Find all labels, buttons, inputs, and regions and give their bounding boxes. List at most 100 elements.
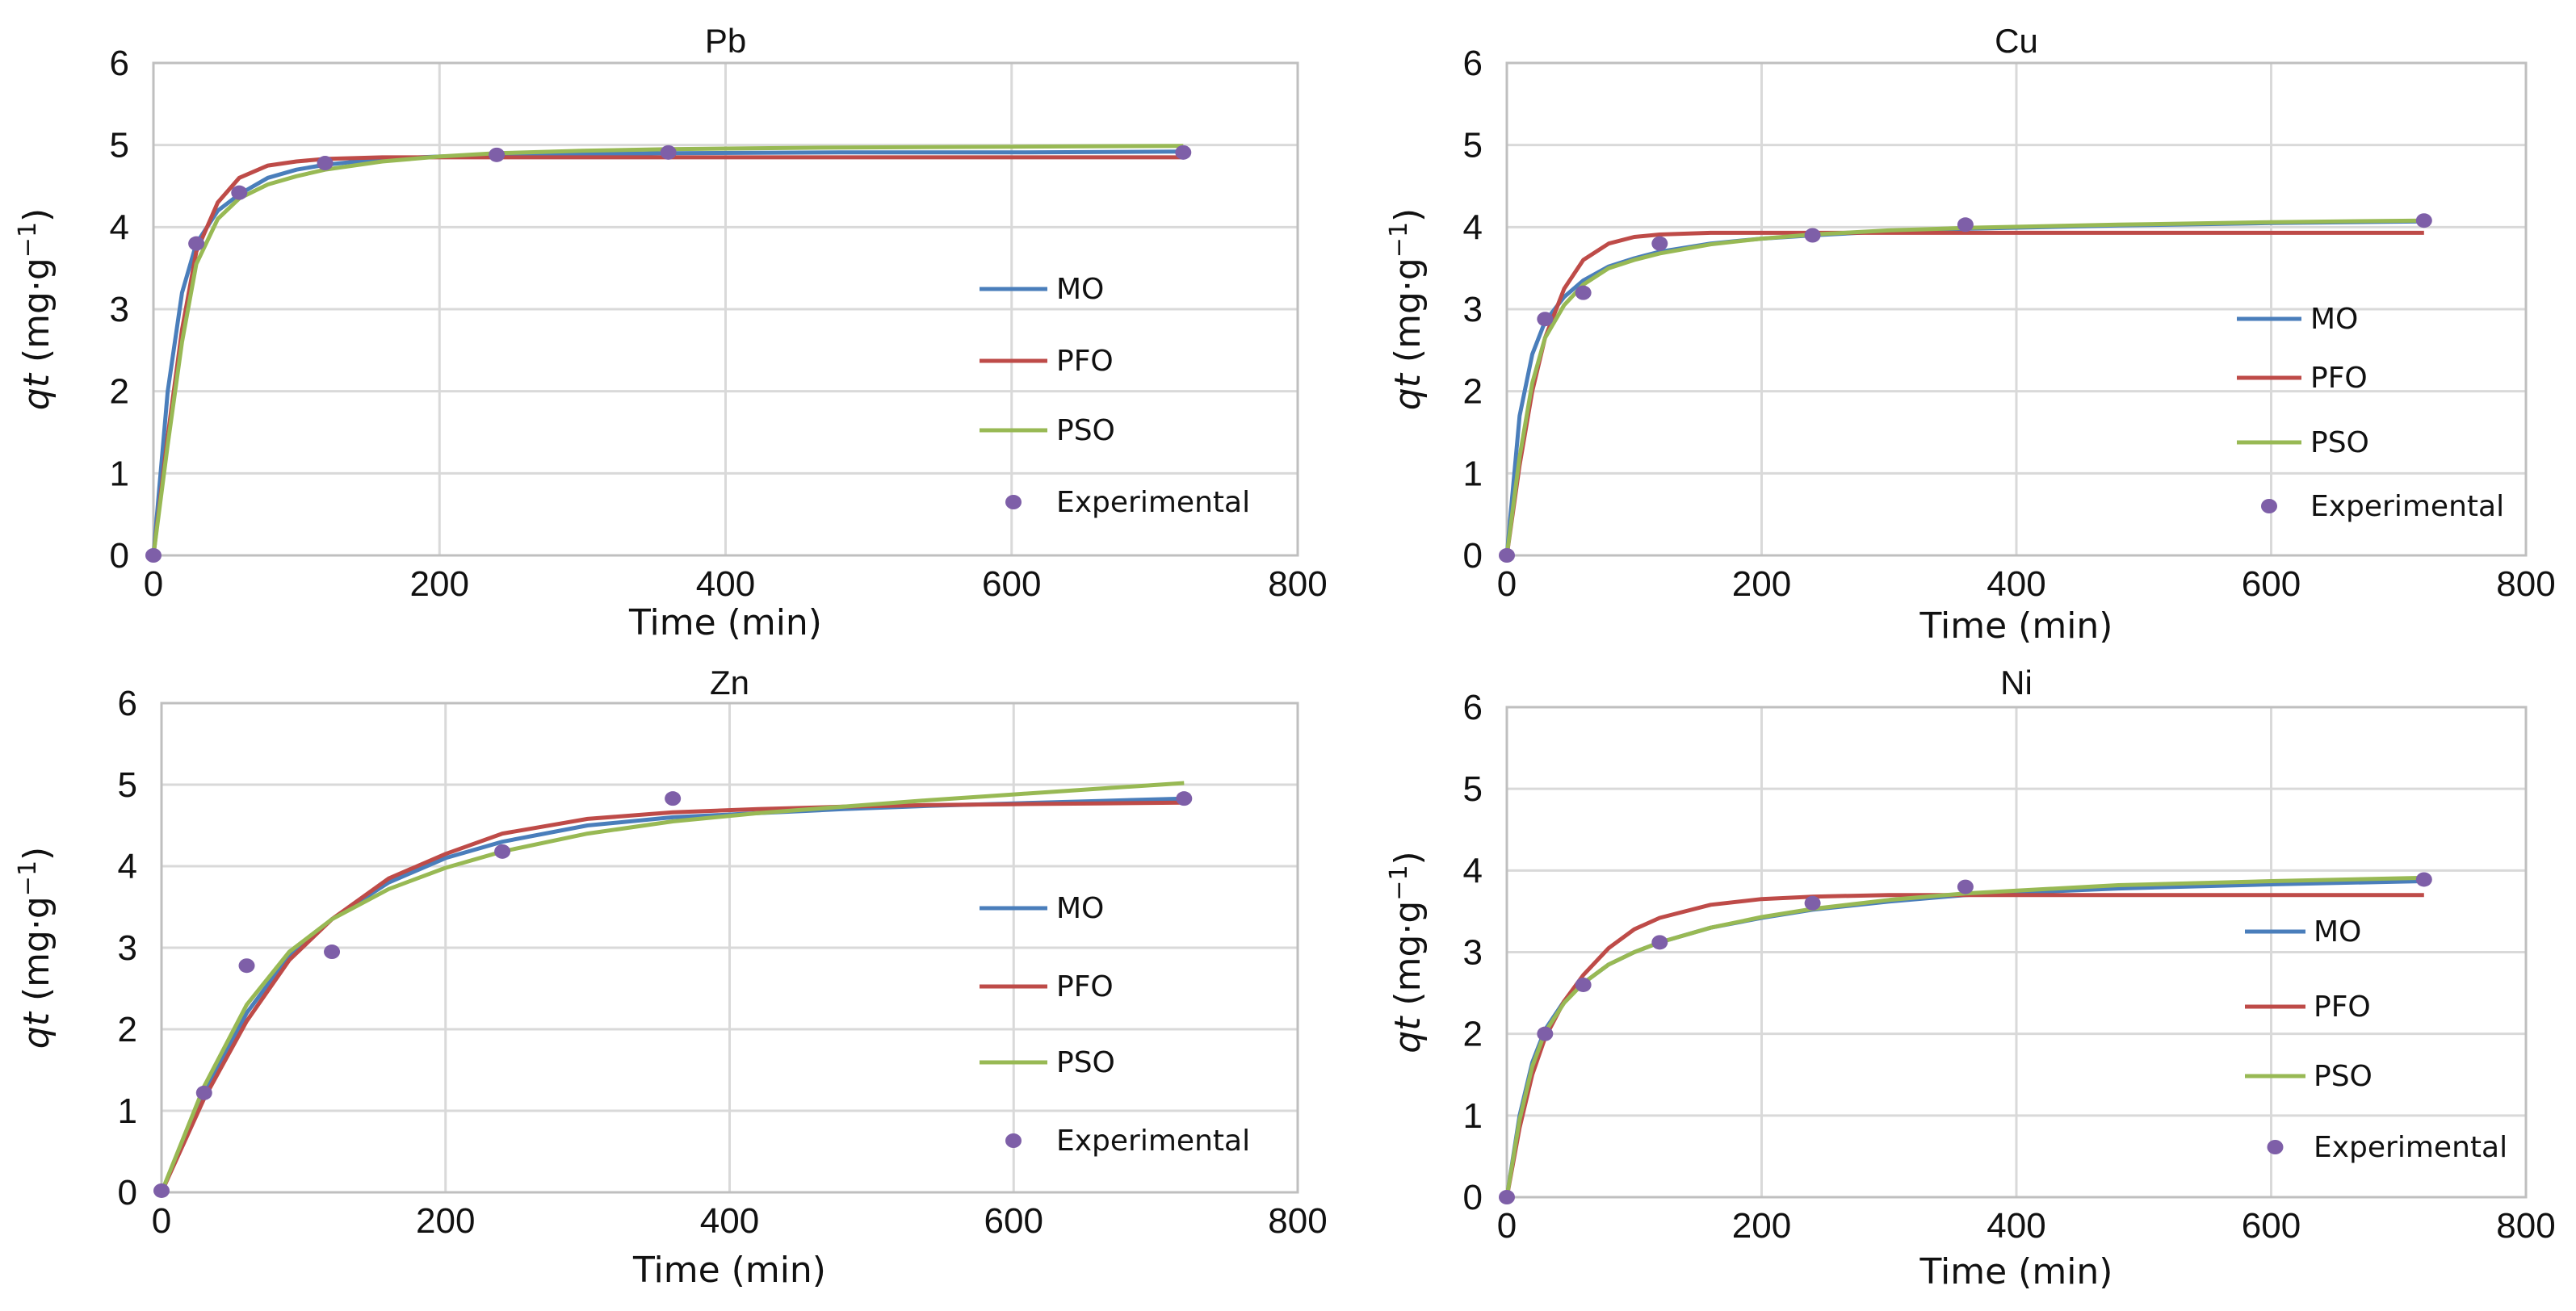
x-tick-label: 0 [144, 564, 163, 604]
y-tick-label: 1 [1463, 1096, 1483, 1136]
legend-label-mo: MO [1056, 273, 1104, 306]
series-line-pso [159, 781, 1185, 1193]
x-tick-label: 400 [1987, 1206, 2045, 1246]
chart-ni: 0 1 2 3 4 5 6 0 200 400 600 800 Ni Time (min) qt (mg·g… [1385, 664, 2556, 1292]
y-tick-label: 5 [1463, 769, 1483, 809]
legend-label-pso: PSO [1056, 414, 1115, 447]
experimental-point [1804, 895, 1821, 911]
y-label-unit: (mg·g [1387, 258, 1429, 362]
series-line-pfo [1504, 230, 2424, 556]
experimental-point [153, 1183, 170, 1198]
legend-label-pfo: PFO [2310, 362, 2368, 395]
x-tick-label: 200 [410, 564, 469, 604]
y-label-close: ) [16, 208, 57, 222]
legend-marker-experimental [2267, 1140, 2284, 1154]
experimental-point [231, 185, 248, 200]
x-tick-label: 200 [1732, 564, 1791, 604]
experimental-point [1804, 228, 1821, 243]
y-label-close: ) [16, 847, 57, 861]
experimental-point [1176, 791, 1193, 806]
y-tick-label: 4 [118, 847, 137, 886]
experimental-point [195, 1085, 212, 1100]
y-axis-label: qt (mg·g−1) [14, 208, 57, 410]
chart-title: Cu [1995, 22, 2038, 60]
x-axis-label: Time (min) [1919, 605, 2113, 647]
experimental-point [1537, 312, 1554, 327]
series-line-pfo [1504, 893, 2424, 1198]
y-tick-label: 2 [1463, 1015, 1483, 1054]
y-label-exponent: −1 [1385, 865, 1413, 900]
experimental-point [1651, 236, 1668, 251]
legend-marker-experimental [2261, 499, 2277, 513]
series-line-pfo [151, 155, 1184, 556]
legend-label-experimental: Experimental [2310, 490, 2504, 523]
legend-label-pso: PSO [2314, 1060, 2373, 1093]
experimental-point [2415, 213, 2432, 228]
y-tick-label: 4 [1463, 207, 1483, 247]
y-tick-label: 2 [118, 1010, 137, 1049]
plot-area [160, 702, 1299, 1194]
y-tick-label: 2 [1463, 372, 1483, 412]
y-tick-label: 6 [1463, 44, 1483, 83]
series-line-pfo [159, 800, 1185, 1194]
experimental-point [665, 791, 682, 806]
experimental-point [1651, 935, 1668, 950]
legend-label-experimental: Experimental [1056, 1125, 1250, 1158]
x-tick-label: 800 [2496, 1206, 2555, 1246]
x-tick-label: 0 [152, 1201, 171, 1241]
x-tick-label: 800 [2496, 564, 2555, 604]
x-tick-label: 0 [1497, 564, 1517, 604]
series-line-pso [1504, 218, 2424, 556]
experimental-point [2415, 872, 2432, 887]
x-tick-label: 0 [1497, 1206, 1517, 1246]
legend-label-pfo: PFO [2314, 991, 2371, 1024]
y-label-close: ) [1387, 851, 1429, 865]
experimental-point [494, 844, 511, 859]
y-label-close: ) [1387, 208, 1429, 222]
experimental-point [188, 236, 205, 251]
y-tick-label: 3 [118, 928, 137, 968]
legend-label-pfo: PFO [1056, 345, 1114, 378]
x-tick-label: 400 [696, 564, 755, 604]
chart-title: Zn [710, 664, 749, 702]
experimental-point [145, 548, 162, 563]
experimental-point [324, 945, 341, 960]
y-label-symbol: qt [16, 1001, 57, 1049]
y-tick-label: 0 [110, 536, 129, 576]
y-label-symbol: qt [16, 362, 57, 410]
x-tick-label: 800 [1268, 1201, 1327, 1241]
legend-label-experimental: Experimental [2314, 1131, 2507, 1164]
y-tick-label: 3 [1463, 290, 1483, 329]
legend-label-mo: MO [2310, 303, 2358, 336]
y-tick-label: 2 [110, 372, 129, 412]
y-tick-label: 5 [1463, 126, 1483, 165]
y-tick-label: 4 [1463, 851, 1483, 890]
y-tick-label: 6 [110, 44, 129, 83]
experimental-point [660, 145, 677, 160]
y-label-exponent: −1 [14, 222, 42, 258]
y-tick-label: 1 [1463, 454, 1483, 493]
y-tick-label: 0 [118, 1173, 137, 1213]
y-axis-label: qt (mg·g−1) [1385, 851, 1429, 1053]
y-label-unit: (mg·g [16, 258, 57, 362]
experimental-point [1957, 217, 1974, 232]
x-axis-label: Time (min) [1919, 1251, 2113, 1292]
plot-area [152, 61, 1299, 557]
x-tick-label: 600 [984, 1201, 1043, 1241]
y-axis-label: qt (mg·g−1) [14, 847, 57, 1049]
experimental-point [317, 156, 334, 171]
chart-cu: 0 1 2 3 4 5 6 0 200 400 600 800 Cu Time (min) qt (mg·g… [1385, 22, 2556, 647]
x-tick-label: 200 [1732, 1206, 1791, 1246]
x-axis-label: Time (min) [628, 602, 822, 643]
y-axis-label: qt (mg·g−1) [1385, 208, 1429, 410]
x-axis-label: Time (min) [632, 1250, 826, 1291]
experimental-point [489, 147, 506, 162]
x-tick-label: 200 [416, 1201, 475, 1241]
y-label-unit: (mg·g [1387, 901, 1429, 1006]
y-tick-label: 6 [118, 684, 137, 723]
legend-label-pso: PSO [1056, 1046, 1115, 1079]
legend-marker-experimental [1005, 495, 1022, 509]
y-tick-label: 4 [110, 207, 129, 247]
y-label-symbol: qt [1387, 362, 1429, 410]
